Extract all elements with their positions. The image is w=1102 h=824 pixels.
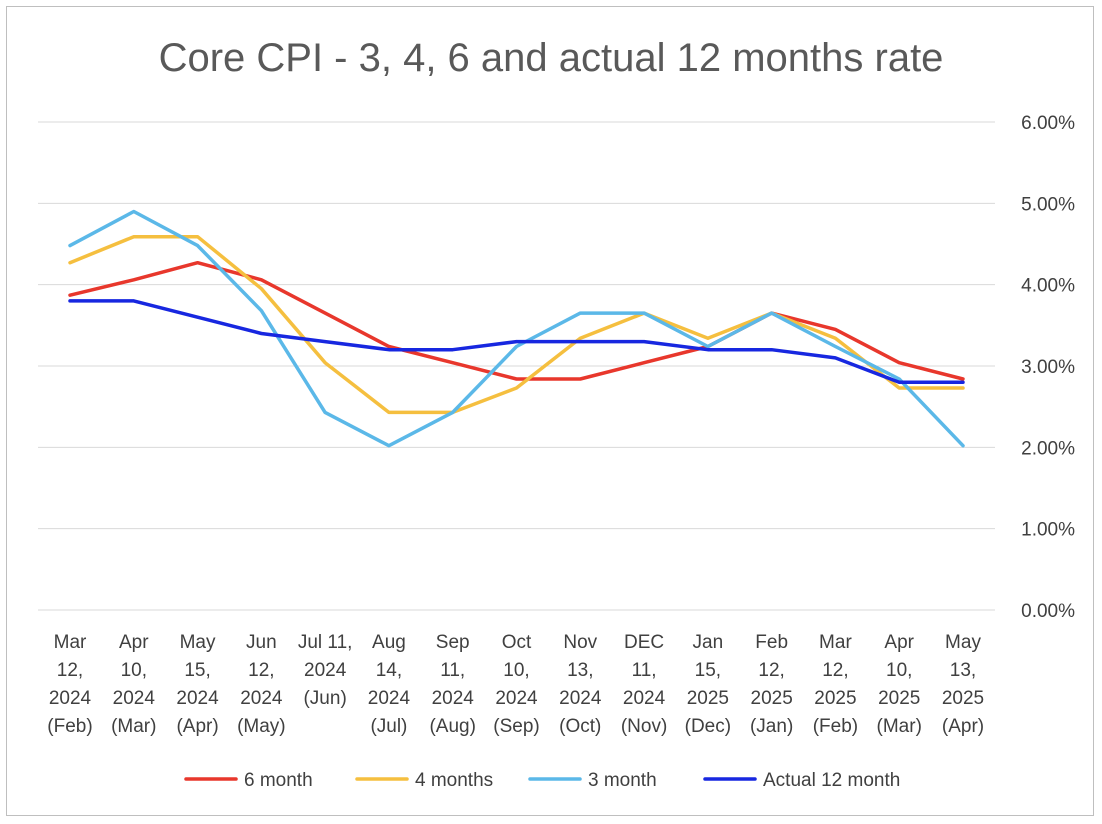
y-axis-labels: 0.00% 1.00% 2.00% 3.00% 4.00% 5.00% 6.00%	[1021, 113, 1075, 622]
legend: 6 month 4 months 3 month Actual 12 month	[184, 770, 900, 791]
chart-title: Core CPI - 3, 4, 6 and actual 12 months …	[158, 36, 944, 80]
legend-label: 4 months	[415, 770, 493, 791]
legend-label: 3 month	[588, 770, 657, 791]
series-lines	[68, 209, 965, 448]
series-line-2	[68, 234, 965, 415]
x-tick-label: Oct 10, 2024 (Sep)	[493, 632, 539, 737]
x-tick-label: Feb 12, 2025 (Jan)	[750, 632, 793, 737]
x-tick-label: Apr 10, 2025 (Mar)	[877, 632, 922, 737]
x-tick-label: Jun 12, 2024 (May)	[237, 632, 286, 737]
y-tick-label: 2.00%	[1021, 438, 1075, 459]
x-tick-label: Nov 13, 2024 (Oct)	[559, 632, 602, 737]
legend-label: Actual 12 month	[763, 770, 900, 791]
y-tick-label: 5.00%	[1021, 194, 1075, 215]
y-tick-label: 6.00%	[1021, 113, 1075, 134]
y-tick-label: 1.00%	[1021, 520, 1075, 541]
series-line-3	[68, 209, 965, 448]
gridlines	[38, 121, 995, 611]
x-tick-label: Sep 11, 2024 (Aug)	[429, 632, 475, 737]
y-tick-label: 0.00%	[1021, 601, 1075, 622]
series-line-1	[68, 260, 965, 381]
x-tick-label: May 13, 2025 (Apr)	[942, 632, 984, 737]
x-tick-label: Jul 11, 2024 (Jun)	[298, 632, 353, 709]
x-tick-label: Mar 12, 2025 (Feb)	[813, 632, 858, 737]
x-tick-label: May 15, 2024 (Apr)	[176, 632, 219, 737]
x-tick-label: Apr 10, 2024 (Mar)	[111, 632, 156, 737]
chart-frame	[6, 6, 1094, 816]
x-tick-label: Aug 14, 2024 (Jul)	[368, 632, 411, 737]
x-tick-label: Jan 15, 2025 (Dec)	[685, 632, 731, 737]
x-axis-labels: Mar 12, 2024 (Feb) Apr 10, 2024 (Mar) May 15, 2024…	[47, 632, 984, 737]
series-line-4	[68, 299, 965, 385]
y-tick-label: 4.00%	[1021, 276, 1075, 297]
y-tick-label: 3.00%	[1021, 357, 1075, 378]
legend-label: 6 month	[244, 770, 313, 791]
x-tick-label: DEC 11, 2024 (Nov)	[621, 632, 667, 737]
x-tick-label: Mar 12, 2024 (Feb)	[47, 632, 92, 737]
